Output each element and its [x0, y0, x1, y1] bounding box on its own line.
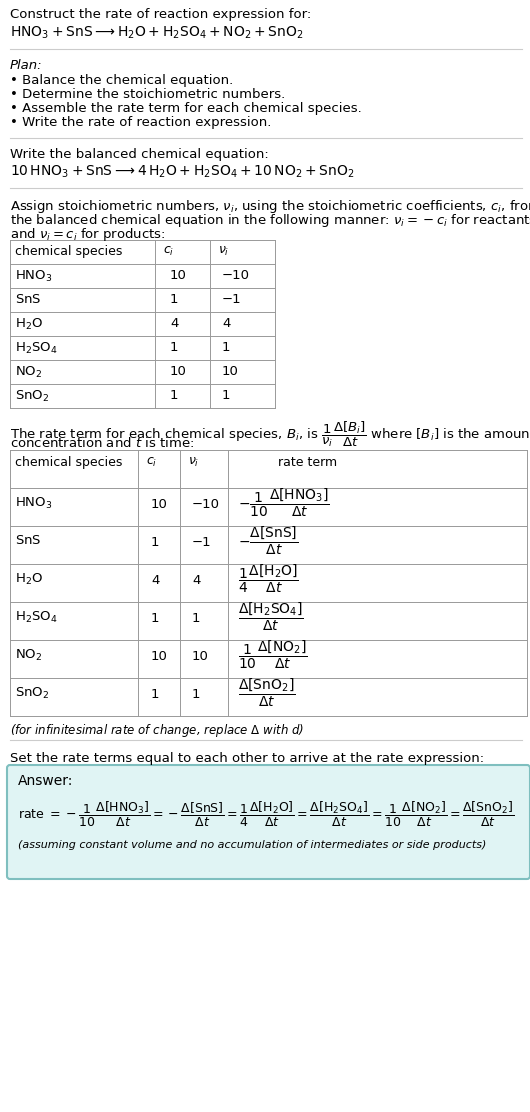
Text: −10: −10 — [192, 498, 220, 512]
Text: 4: 4 — [151, 574, 160, 587]
Text: 4: 4 — [192, 574, 200, 587]
Text: Set the rate terms equal to each other to arrive at the rate expression:: Set the rate terms equal to each other t… — [10, 752, 484, 765]
Text: Construct the rate of reaction expression for:: Construct the rate of reaction expressio… — [10, 8, 311, 21]
Text: $\mathrm{SnS}$: $\mathrm{SnS}$ — [15, 534, 41, 547]
Text: The rate term for each chemical species, $B_i$, is $\dfrac{1}{\nu_i}\dfrac{\Delt: The rate term for each chemical species,… — [10, 420, 530, 449]
Text: 1: 1 — [151, 536, 160, 549]
Text: rate $= -\dfrac{1}{10}\dfrac{\Delta[\mathrm{HNO_3}]}{\Delta t} = -\dfrac{\Delta[: rate $= -\dfrac{1}{10}\dfrac{\Delta[\mat… — [18, 800, 514, 830]
Text: 1: 1 — [222, 389, 231, 403]
Text: 1: 1 — [170, 341, 179, 354]
Text: −10: −10 — [222, 269, 250, 282]
Text: $\mathrm{H_2O}$: $\mathrm{H_2O}$ — [15, 572, 43, 587]
Text: (assuming constant volume and no accumulation of intermediates or side products): (assuming constant volume and no accumul… — [18, 840, 487, 850]
Text: $c_i$: $c_i$ — [163, 245, 174, 258]
Text: chemical species: chemical species — [15, 456, 122, 469]
Text: 10: 10 — [222, 365, 239, 378]
Text: Answer:: Answer: — [18, 774, 73, 788]
Text: 1: 1 — [222, 341, 231, 354]
Text: $\dfrac{1}{4}\dfrac{\Delta[\mathrm{H_2O}]}{\Delta t}$: $\dfrac{1}{4}\dfrac{\Delta[\mathrm{H_2O}… — [238, 563, 299, 595]
Text: 1: 1 — [192, 612, 200, 625]
Text: $\mathrm{NO_2}$: $\mathrm{NO_2}$ — [15, 365, 42, 380]
FancyBboxPatch shape — [7, 765, 530, 878]
Text: • Assemble the rate term for each chemical species.: • Assemble the rate term for each chemic… — [10, 102, 362, 115]
Text: 1: 1 — [170, 292, 179, 306]
Text: chemical species: chemical species — [15, 245, 122, 258]
Text: Plan:: Plan: — [10, 59, 42, 72]
Text: $\nu_i$: $\nu_i$ — [188, 456, 199, 469]
Text: 10: 10 — [170, 269, 187, 282]
Text: $\mathrm{SnO_2}$: $\mathrm{SnO_2}$ — [15, 686, 49, 701]
Text: and $\nu_i = c_i$ for products:: and $\nu_i = c_i$ for products: — [10, 226, 165, 244]
Text: 4: 4 — [222, 317, 231, 330]
Text: $\mathrm{H_2SO_4}$: $\mathrm{H_2SO_4}$ — [15, 341, 58, 356]
Text: 10: 10 — [192, 651, 209, 663]
Text: $\nu_i$: $\nu_i$ — [218, 245, 229, 258]
Text: Assign stoichiometric numbers, $\nu_i$, using the stoichiometric coefficients, $: Assign stoichiometric numbers, $\nu_i$, … — [10, 198, 530, 215]
Text: 10: 10 — [151, 651, 168, 663]
Text: • Balance the chemical equation.: • Balance the chemical equation. — [10, 75, 233, 87]
Text: rate term: rate term — [278, 456, 337, 469]
Text: 1: 1 — [192, 688, 200, 701]
Text: $\mathrm{H_2O}$: $\mathrm{H_2O}$ — [15, 317, 43, 332]
Text: $\mathrm{H_2SO_4}$: $\mathrm{H_2SO_4}$ — [15, 610, 58, 625]
Text: 1: 1 — [151, 612, 160, 625]
Text: 10: 10 — [151, 498, 168, 512]
Text: Write the balanced chemical equation:: Write the balanced chemical equation: — [10, 148, 269, 161]
Text: 4: 4 — [170, 317, 179, 330]
Text: $\mathrm{SnS}$: $\mathrm{SnS}$ — [15, 292, 41, 306]
Text: $\mathrm{HNO_3}$: $\mathrm{HNO_3}$ — [15, 269, 52, 284]
Text: −1: −1 — [192, 536, 211, 549]
Text: $\dfrac{\Delta[\mathrm{SnO_2}]}{\Delta t}$: $\dfrac{\Delta[\mathrm{SnO_2}]}{\Delta t… — [238, 677, 296, 709]
Text: • Determine the stoichiometric numbers.: • Determine the stoichiometric numbers. — [10, 88, 285, 101]
Text: $c_i$: $c_i$ — [146, 456, 157, 469]
Text: $\mathrm{SnO_2}$: $\mathrm{SnO_2}$ — [15, 389, 49, 404]
Text: −1: −1 — [222, 292, 242, 306]
Text: the balanced chemical equation in the following manner: $\nu_i = -c_i$ for react: the balanced chemical equation in the fo… — [10, 212, 530, 229]
Text: $-\dfrac{1}{10}\dfrac{\Delta[\mathrm{HNO_3}]}{\Delta t}$: $-\dfrac{1}{10}\dfrac{\Delta[\mathrm{HNO… — [238, 487, 330, 519]
Text: concentration and $t$ is time:: concentration and $t$ is time: — [10, 436, 194, 450]
Text: $\mathrm{10\,HNO_3 + SnS \longrightarrow 4\,H_2O + H_2SO_4 + 10\,NO_2 + SnO_2}$: $\mathrm{10\,HNO_3 + SnS \longrightarrow… — [10, 163, 355, 180]
Text: $\dfrac{1}{10}\dfrac{\Delta[\mathrm{NO_2}]}{\Delta t}$: $\dfrac{1}{10}\dfrac{\Delta[\mathrm{NO_2… — [238, 638, 308, 672]
Text: $\mathrm{HNO_3 + SnS \longrightarrow H_2O + H_2SO_4 + NO_2 + SnO_2}$: $\mathrm{HNO_3 + SnS \longrightarrow H_2… — [10, 24, 304, 41]
Text: (for infinitesimal rate of change, replace $\Delta$ with $d$): (for infinitesimal rate of change, repla… — [10, 722, 304, 739]
Text: 1: 1 — [151, 688, 160, 701]
Text: $-\dfrac{\Delta[\mathrm{SnS}]}{\Delta t}$: $-\dfrac{\Delta[\mathrm{SnS}]}{\Delta t}… — [238, 525, 298, 557]
Text: $\dfrac{\Delta[\mathrm{H_2SO_4}]}{\Delta t}$: $\dfrac{\Delta[\mathrm{H_2SO_4}]}{\Delta… — [238, 600, 304, 633]
Text: $\mathrm{HNO_3}$: $\mathrm{HNO_3}$ — [15, 496, 52, 512]
Text: $\mathrm{NO_2}$: $\mathrm{NO_2}$ — [15, 648, 42, 663]
Text: • Write the rate of reaction expression.: • Write the rate of reaction expression. — [10, 116, 271, 129]
Text: 10: 10 — [170, 365, 187, 378]
Text: 1: 1 — [170, 389, 179, 403]
